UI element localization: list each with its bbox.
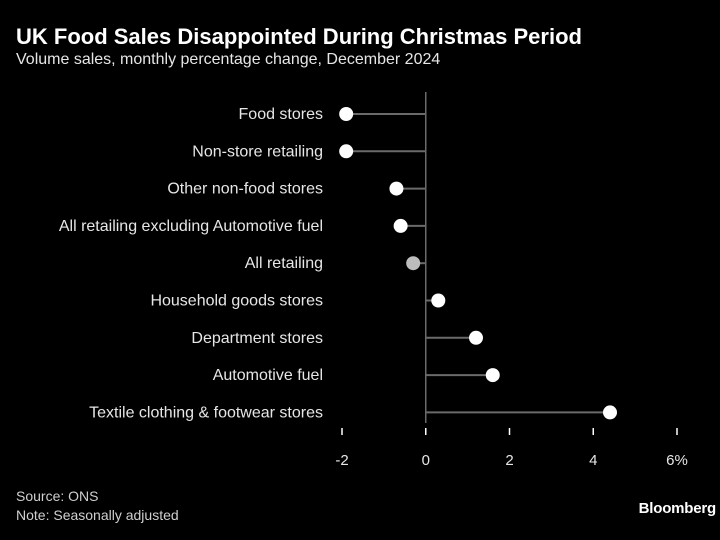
x-tick-label: 2 bbox=[505, 452, 513, 469]
category-label: Non-store retailing bbox=[192, 143, 323, 160]
chart-title: UK Food Sales Disappointed During Christ… bbox=[16, 24, 582, 49]
category-label: Other non-food stores bbox=[167, 181, 323, 198]
lollipop-dot bbox=[603, 405, 617, 420]
x-tick-label: 0 bbox=[422, 452, 430, 469]
chart-footer: Source: ONS Note: Seasonally adjusted bbox=[16, 487, 179, 525]
category-label: Household goods stores bbox=[150, 293, 323, 310]
category-label: Textile clothing & footwear stores bbox=[89, 404, 323, 421]
category-label: Food stores bbox=[239, 106, 323, 123]
lollipop-dot bbox=[389, 181, 404, 196]
lollipop-dot bbox=[339, 144, 354, 159]
x-tick-label: 4 bbox=[589, 452, 597, 469]
lollipop-dot-highlight bbox=[406, 256, 421, 271]
lollipop-dot bbox=[339, 107, 354, 121]
lollipop-dot bbox=[431, 293, 446, 308]
x-tick-label: -2 bbox=[335, 452, 348, 469]
bloomberg-logo: Bloomberg bbox=[638, 500, 717, 517]
lollipop-dot bbox=[469, 330, 483, 345]
lollipop-dot bbox=[393, 218, 408, 233]
x-tick-label: 6% bbox=[666, 452, 688, 469]
category-label: Automotive fuel bbox=[213, 367, 323, 384]
category-label: All retailing bbox=[245, 255, 323, 272]
lollipop-dot bbox=[485, 368, 500, 383]
source-note: Source: ONS bbox=[16, 488, 99, 504]
category-label: All retailing excluding Automotive fuel bbox=[59, 218, 323, 235]
category-label: Department stores bbox=[191, 330, 323, 347]
adjustment-note: Note: Seasonally adjusted bbox=[16, 507, 179, 523]
chart-subtitle: Volume sales, monthly percentage change,… bbox=[16, 51, 441, 68]
